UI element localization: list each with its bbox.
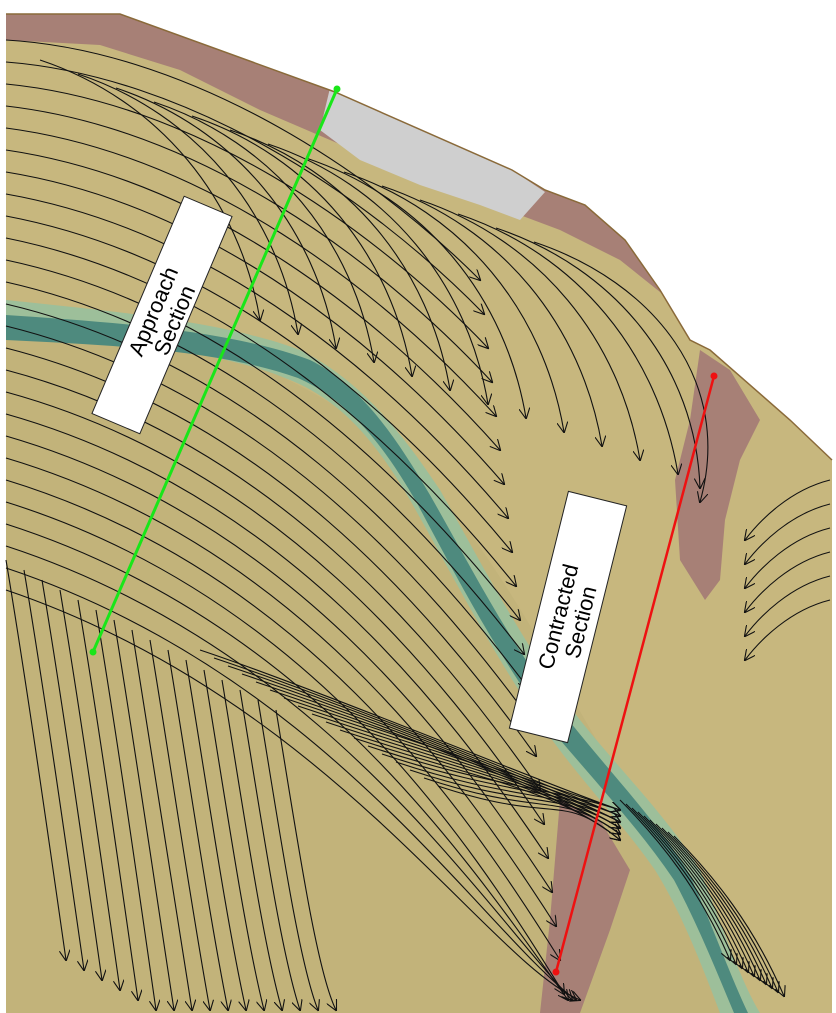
streamline <box>381 753 620 816</box>
streamline <box>41 579 102 980</box>
streamline <box>5 501 564 994</box>
streamline <box>5 215 512 552</box>
streamline <box>267 143 488 404</box>
streamline <box>283 697 620 810</box>
streamline <box>745 503 831 564</box>
streamline <box>745 575 831 636</box>
streamline <box>423 777 620 834</box>
floodplain-lowland <box>6 300 740 1013</box>
streamline <box>5 479 560 960</box>
streamline <box>343 171 564 432</box>
approach-section-endpoint <box>333 85 341 93</box>
streamline <box>655 823 766 984</box>
streamline <box>257 699 318 1010</box>
streamline <box>5 259 520 620</box>
streamline <box>673 835 784 996</box>
streamline <box>203 669 264 1010</box>
streamline <box>221 679 282 1010</box>
streamline <box>115 87 336 348</box>
streamline <box>625 803 736 964</box>
streamline <box>649 819 760 980</box>
streamline <box>229 129 450 390</box>
streamline <box>5 237 516 586</box>
streamline <box>213 657 620 816</box>
streamline <box>5 567 576 1000</box>
streamline <box>227 665 620 822</box>
streamline <box>95 609 156 1010</box>
streamline <box>667 831 778 992</box>
streamline <box>5 391 544 824</box>
streamline <box>619 799 730 960</box>
streamline <box>745 479 831 540</box>
streamline <box>5 325 532 722</box>
streamline <box>5 171 504 484</box>
streamline <box>5 83 488 348</box>
contracted-section-endpoint <box>710 372 718 380</box>
streamline <box>5 545 572 1000</box>
streamline <box>631 807 742 968</box>
streamline <box>5 149 500 450</box>
streamline <box>113 619 174 1010</box>
streamline <box>305 157 526 418</box>
streamline <box>457 213 678 474</box>
streamline <box>167 649 228 1010</box>
streamline <box>39 59 260 320</box>
streamline <box>59 589 120 990</box>
streamline <box>77 599 138 1000</box>
streamline <box>5 457 556 926</box>
approach-section-line <box>91 88 339 653</box>
streamline <box>533 241 709 502</box>
streamline <box>409 769 620 828</box>
streamline <box>661 827 772 988</box>
streamline <box>131 629 192 1010</box>
streamline <box>367 745 620 810</box>
streamline <box>643 815 754 976</box>
streamline <box>495 227 700 488</box>
streamline <box>5 281 524 654</box>
streamline <box>5 303 528 688</box>
contracted-section-endpoint <box>552 968 560 976</box>
streamline <box>745 599 831 660</box>
lower-ridge <box>540 800 630 1013</box>
streamline <box>5 559 66 960</box>
streamline <box>239 689 300 1010</box>
streamline <box>381 185 602 446</box>
streamline <box>637 811 748 972</box>
streamline <box>297 705 620 816</box>
streamline <box>745 527 831 588</box>
streamline <box>419 199 640 460</box>
streamline <box>745 551 831 612</box>
streamline <box>437 785 620 840</box>
streamline <box>153 101 374 362</box>
right-ridge <box>675 350 760 600</box>
streamline <box>149 639 210 1010</box>
streamline <box>23 569 84 970</box>
streamline <box>191 115 412 376</box>
streamline <box>311 713 620 822</box>
contracted-section-line <box>554 375 716 973</box>
streamline <box>5 39 480 280</box>
approach-section-endpoint <box>89 648 97 656</box>
streamline <box>77 73 298 334</box>
streamline <box>275 709 336 1010</box>
streamline <box>185 659 246 1010</box>
streamline <box>5 435 552 892</box>
streamline <box>199 649 620 810</box>
terrain-boundary <box>6 13 833 461</box>
bank-gray-area <box>320 88 545 220</box>
